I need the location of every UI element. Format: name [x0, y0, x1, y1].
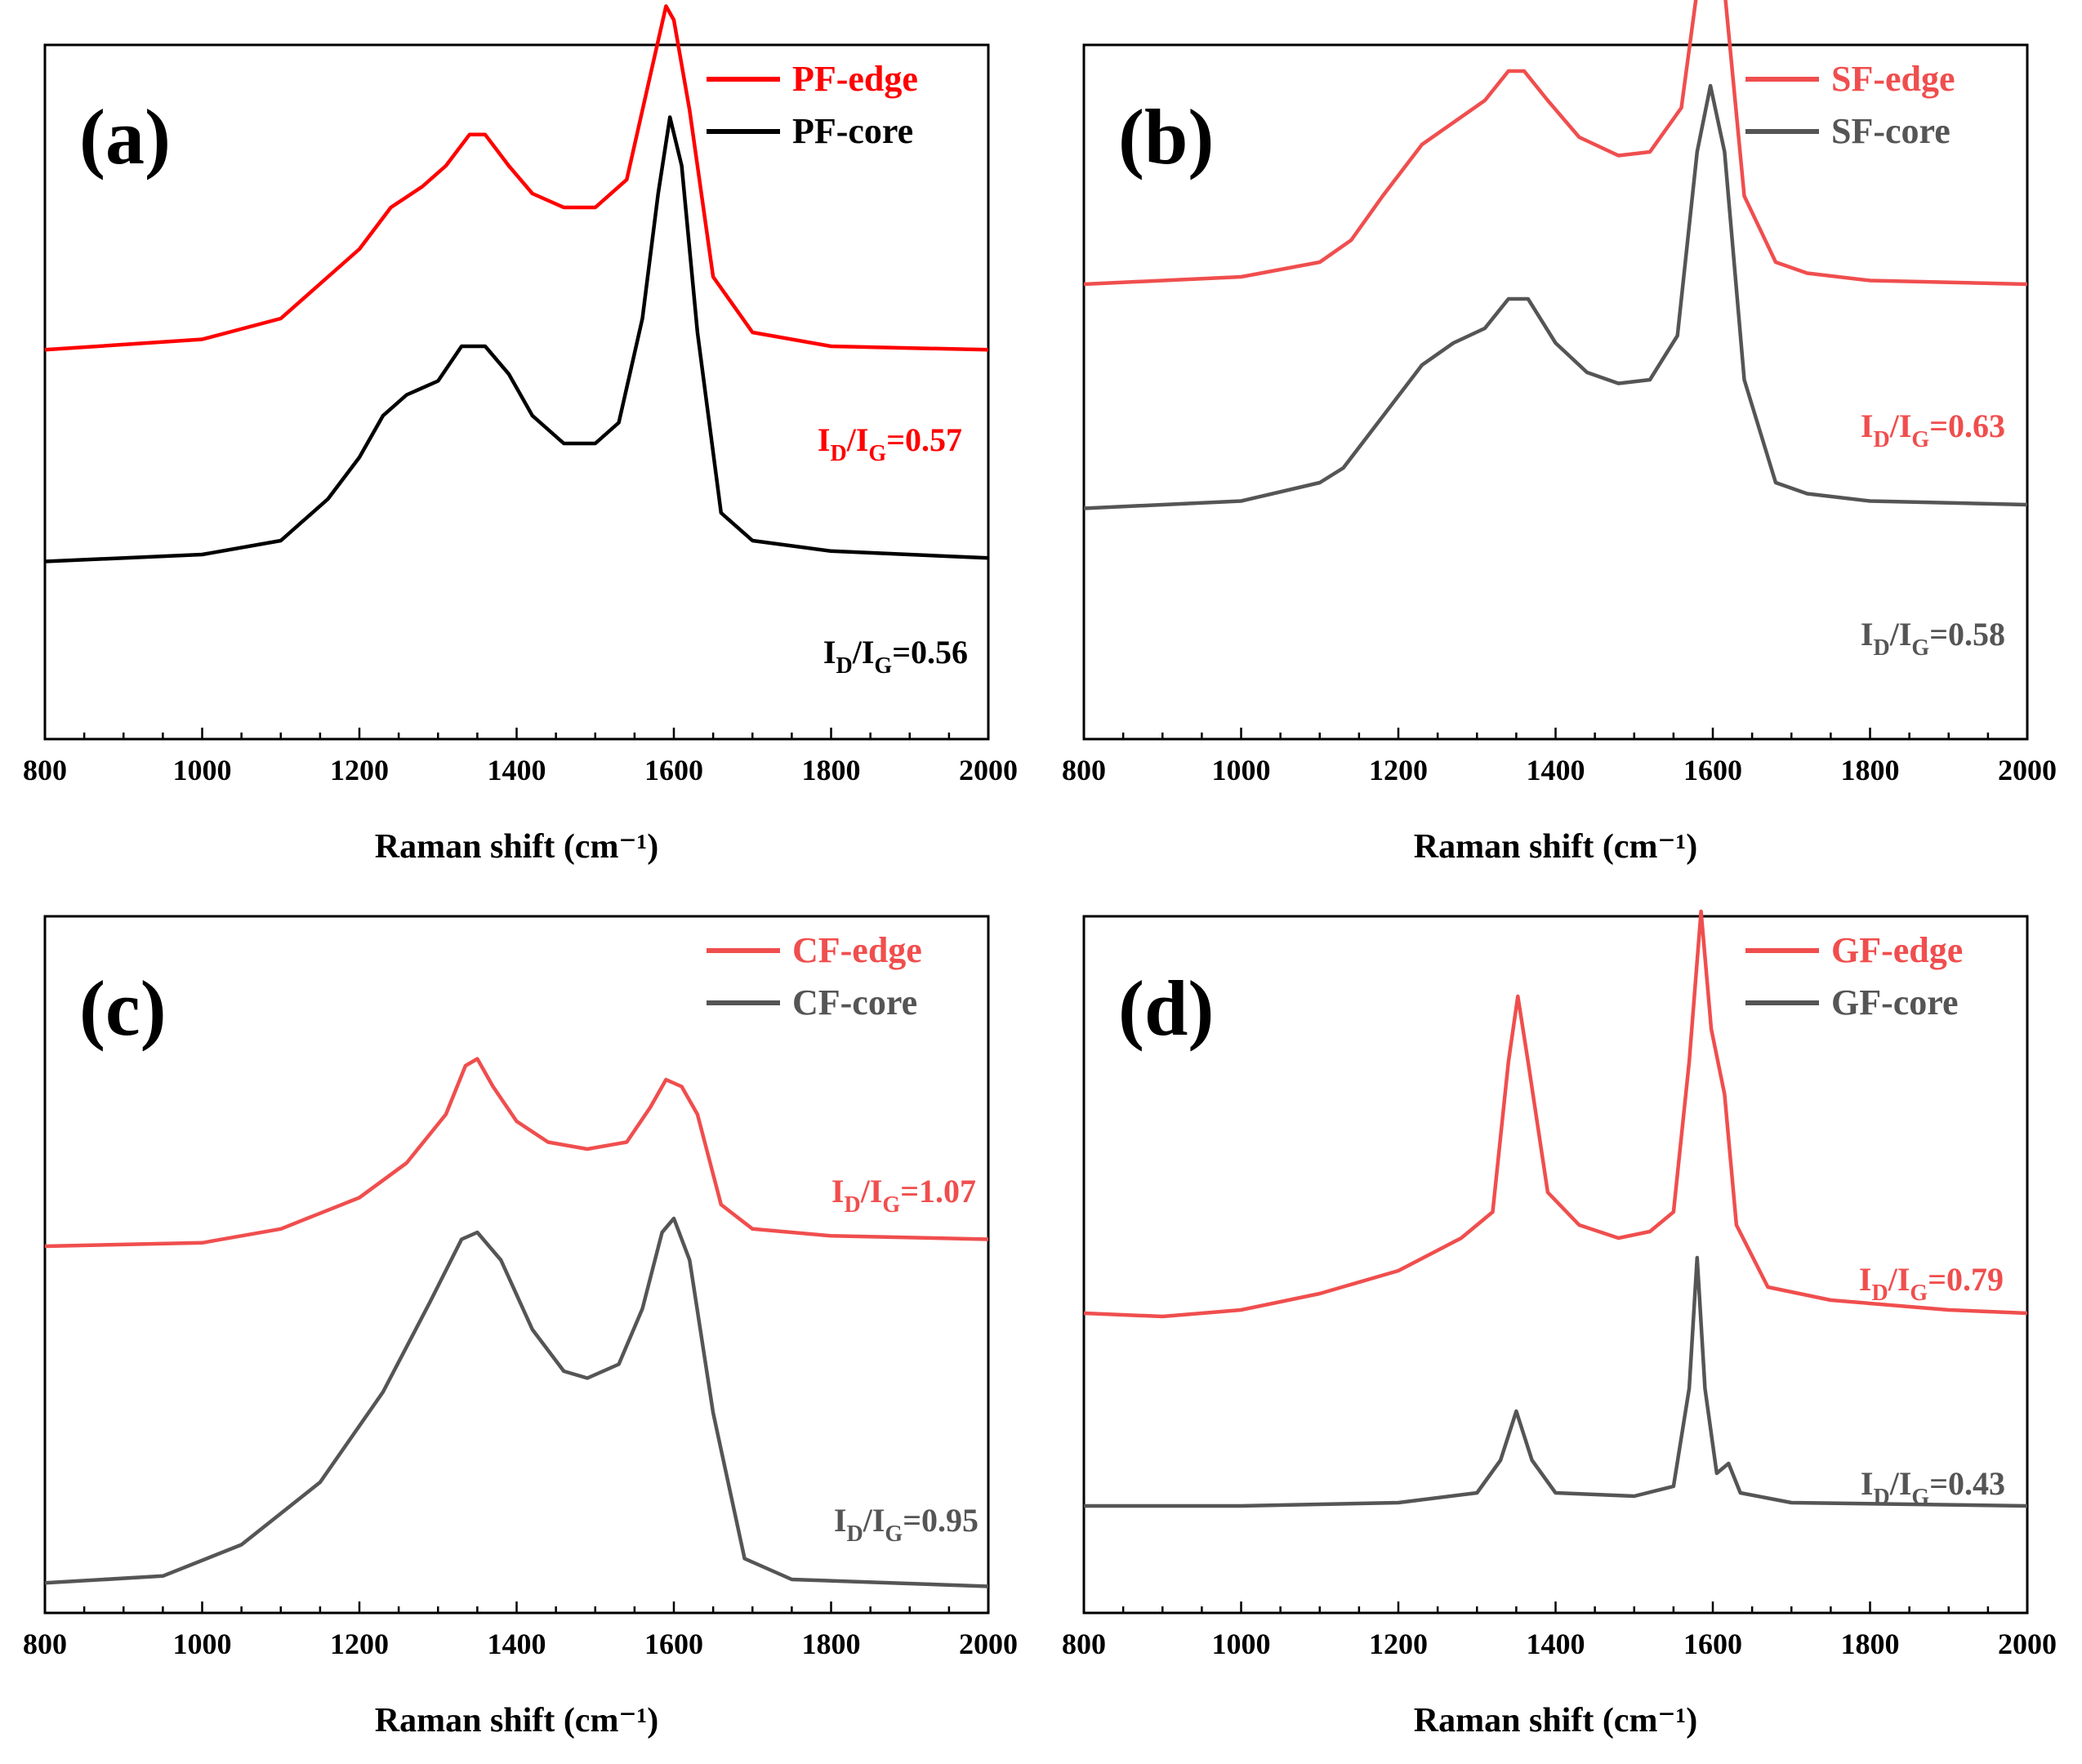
panel-label: (d): [1118, 964, 1214, 1052]
x-tick-label: 1600: [1683, 1628, 1742, 1660]
ratio-annotation: ID/IG=0.56: [823, 634, 968, 679]
legend-label: SF-core: [1831, 111, 1950, 151]
x-axis-label: Raman shift (cm⁻¹): [375, 1702, 658, 1740]
x-tick-label: 1800: [802, 754, 861, 786]
series-line-gf-core: [1084, 1255, 2028, 1508]
legend-label: GF-edge: [1831, 930, 1963, 970]
x-tick-label: 800: [1062, 1628, 1106, 1660]
legend-label: CF-core: [792, 982, 917, 1022]
x-tick-label: 1200: [1369, 754, 1428, 786]
panel-c: 800 1000 1200 1400 1600 1800 2000 Raman shift (…: [23, 915, 1018, 1740]
x-tick-label: 1400: [1527, 754, 1585, 786]
x-tick-label: 2000: [959, 754, 1018, 786]
series-line-sf-edge: [1083, 0, 2028, 287]
x-axis-label: Raman shift (cm⁻¹): [1414, 1702, 1697, 1740]
x-tick-label: 1200: [1369, 1628, 1428, 1660]
legend-label: SF-edge: [1831, 59, 1955, 99]
x-tick-label: 1400: [1527, 1628, 1585, 1660]
series-line-cf-edge: [44, 1057, 989, 1249]
ratio-annotation: ID/IG=0.63: [1861, 408, 2005, 452]
panel-b: 800 1000 1200 1400 1600 1800 2000 Raman shift (…: [1062, 0, 2057, 866]
x-tick-label: 1800: [802, 1628, 861, 1660]
series-line-cf-core: [44, 1216, 989, 1588]
x-tick-label: 800: [23, 754, 67, 786]
panel-label: (b): [1118, 93, 1214, 180]
x-tick-label: 1600: [1683, 754, 1742, 786]
ratio-annotation: ID/IG=0.95: [834, 1502, 979, 1547]
x-tick-label: 2000: [959, 1628, 1018, 1660]
ratio-annotation: ID/IG=0.43: [1861, 1465, 2005, 1510]
legend-label: CF-edge: [792, 930, 922, 970]
x-tick-label: 1200: [330, 754, 389, 786]
x-tick-label: 1200: [330, 1628, 389, 1660]
legend-label: PF-edge: [792, 59, 918, 99]
x-tick-label: 800: [23, 1628, 67, 1660]
legend-label: GF-core: [1831, 982, 1959, 1022]
x-tick-label: 2000: [1998, 754, 2057, 786]
x-tick-label: 1000: [1212, 754, 1271, 786]
panel-label: (a): [79, 93, 171, 180]
ratio-annotation: ID/IG=1.07: [831, 1173, 976, 1218]
series-line-gf-edge: [1083, 909, 2028, 1319]
panel-d: 800 1000 1200 1400 1600 1800 2000 Raman shift (…: [1062, 909, 2057, 1740]
legend-label: PF-core: [792, 111, 913, 151]
series-line-pf-core: [44, 115, 989, 564]
x-tick-label: 2000: [1998, 1628, 2057, 1660]
series-line-pf-edge: [44, 4, 989, 352]
ratio-annotation: ID/IG=0.57: [818, 421, 962, 466]
ratio-annotation: ID/IG=0.79: [1859, 1261, 2004, 1306]
x-tick-label: 1800: [1841, 754, 1900, 786]
ratio-annotation: ID/IG=0.58: [1861, 616, 2005, 661]
series-line-sf-core: [1083, 83, 2028, 510]
panel-a: 800 1000 1200 1400 1600 1800 2000 Raman shift (…: [23, 4, 1018, 866]
x-axis-label: Raman shift (cm⁻¹): [1414, 828, 1697, 866]
x-tick-label: 1600: [644, 1628, 703, 1660]
x-tick-label: 800: [1062, 754, 1106, 786]
panel-label: (c): [79, 964, 167, 1052]
x-tick-label: 1400: [488, 754, 546, 786]
x-tick-label: 1000: [173, 754, 232, 786]
x-axis-label: Raman shift (cm⁻¹): [375, 828, 658, 866]
x-tick-label: 1400: [488, 1628, 546, 1660]
x-tick-label: 1000: [173, 1628, 232, 1660]
x-tick-label: 1800: [1841, 1628, 1900, 1660]
x-tick-label: 1000: [1212, 1628, 1271, 1660]
x-tick-label: 1600: [644, 754, 703, 786]
